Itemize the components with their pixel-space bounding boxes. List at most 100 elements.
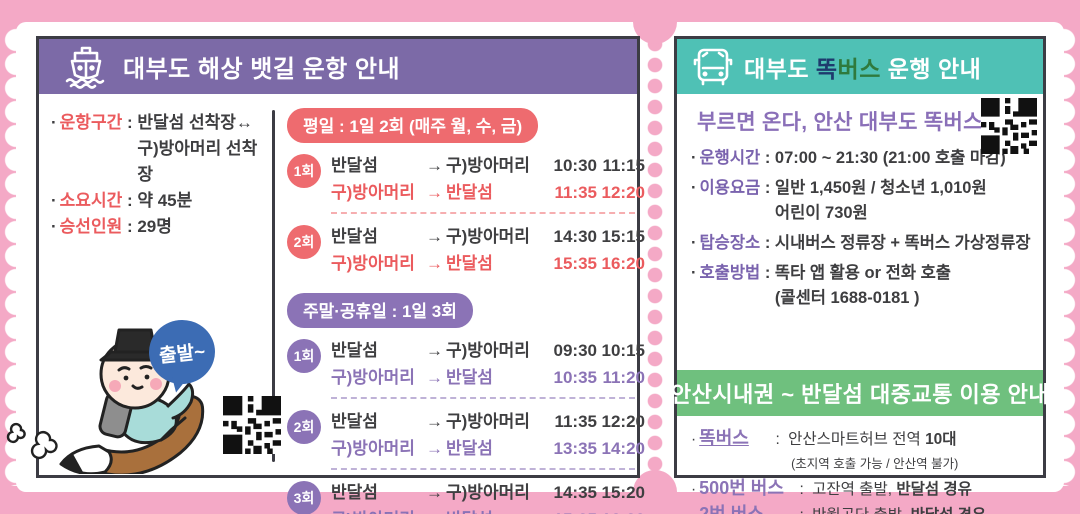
- scallop-edge-right: [1051, 28, 1077, 486]
- ferry-info-capacity: · 승선인원 : 29명: [51, 214, 266, 240]
- leg-return: 구)방아머리 → 반달섬 13:35 14:20: [331, 435, 645, 462]
- bullet: ·: [691, 149, 697, 167]
- puff-clouds-icon: [6, 422, 58, 460]
- arrow-icon: →: [426, 341, 443, 360]
- route-desc: 고잔역 출발, 반달섬 경유: [812, 478, 972, 502]
- info-label: 운행시간: [699, 149, 761, 167]
- leg-from: 구)방아머리: [331, 254, 415, 273]
- info-value-line2: (콜센터 1688-0181 ): [774, 289, 920, 307]
- route-desc: 안산스마트허브 전역 10대 (초지역 호출 가능 / 안산역 불가): [788, 428, 1035, 476]
- info-value: 시내버스 정류장 + 똑버스 가상정류장: [774, 234, 1031, 252]
- leg-return: 구)방아머리 → 반달섬 11:35 12:20: [331, 179, 645, 206]
- route-text-bold: 10대: [925, 431, 957, 448]
- leg-time1: 11:35: [554, 412, 597, 431]
- leg-to: 반달섬: [446, 439, 493, 458]
- bus-info-boarding: · 탑승장소 : 시내버스 정류장 + 똑버스 가상정류장: [691, 231, 1043, 256]
- route-colon: :: [795, 504, 808, 514]
- vertical-divider: [272, 110, 275, 462]
- arrow-icon: →: [426, 254, 443, 273]
- qr-code-bus: [981, 98, 1037, 154]
- ferry-panel-header: 대부도 해상 뱃길 운항 안내: [39, 39, 637, 94]
- info-label: 이용요금: [699, 179, 761, 197]
- qr-code-ferry: [223, 396, 281, 454]
- leg-from: 반달섬: [331, 341, 378, 360]
- info-label: 탑승장소: [699, 234, 761, 252]
- weekend-badge: 주말·공휴일 : 1일 3회: [287, 293, 473, 328]
- trip-number-badge: 3회: [287, 481, 321, 514]
- transit-route-list: · 똑버스 : 안산스마트허브 전역 10대 (초지역 호출 가능 / 안산역 불…: [691, 426, 1035, 514]
- leg-to: 반달섬: [446, 254, 493, 273]
- info-value: 29명: [137, 217, 172, 236]
- leg-time2: 16:20: [601, 254, 645, 273]
- route-item-ttokbus: · 똑버스 : 안산스마트허브 전역 10대 (초지역 호출 가능 / 안산역 불…: [691, 426, 1035, 476]
- weekend-trip-2: 2회 반달섬 → 구)방아머리 11:35 12:20 구)방아머리: [287, 408, 645, 462]
- leg-outbound: 반달섬 → 구)방아머리 10:30 11:15: [331, 152, 645, 179]
- ferry-schedule: 평일 : 1일 2회 (매주 월, 수, 금) 1회 반달섬 → 구)방아머리 …: [287, 108, 645, 514]
- route-label: 똑버스: [699, 428, 749, 448]
- info-colon: :: [122, 217, 138, 236]
- leg-to: 구)방아머리: [446, 341, 530, 360]
- trip-number-badge: 2회: [287, 225, 321, 259]
- info-label: 승선인원: [59, 217, 123, 236]
- info-colon: :: [760, 179, 775, 197]
- leg-time1: 11:35: [554, 183, 597, 202]
- ferry-info-duration: · 소요시간 : 약 45분: [51, 188, 266, 214]
- leg-to: 반달섬: [446, 506, 549, 514]
- weekend-section: 주말·공휴일 : 1일 3회 1회 반달섬 → 구)방아머리 09:30 10:…: [287, 293, 645, 514]
- ferry-panel-title: 대부도 해상 뱃길 운항 안내: [123, 56, 401, 83]
- info-value-line1: 똑타 앱 활용 or 전화 호출: [774, 264, 951, 282]
- info-colon: :: [122, 113, 138, 132]
- leg-return: 구)방아머리 → 반달섬 15:35 16:20: [331, 506, 645, 514]
- bus-icon: [693, 48, 733, 85]
- leg-time2: 15:20: [601, 483, 645, 502]
- dashed-separator: [331, 212, 635, 214]
- weekday-trip-1: 1회 반달섬 → 구)방아머리 10:30 11:15 구)방아머리: [287, 152, 645, 206]
- dashed-separator: [331, 468, 635, 470]
- arrow-icon: →: [426, 483, 443, 502]
- mascot-character: [59, 328, 205, 477]
- leg-time1: 10:30: [553, 156, 597, 175]
- leg-from: 반달섬: [331, 483, 378, 502]
- bus-info-call: · 호출방법 : 똑타 앱 활용 or 전화 호출 (콜센터 1688-0181 …: [691, 261, 1043, 311]
- route-text: 고잔역 출발,: [812, 481, 897, 498]
- leg-time1: 15:35: [549, 506, 597, 514]
- leg-time2: 12:20: [601, 183, 645, 202]
- trip-lines: 반달섬 → 구)방아머리 10:30 11:15 구)방아머리 → 반달섬 11…: [331, 152, 645, 206]
- route-desc: 반월공단 출발, 반달섬 경유: [812, 504, 986, 514]
- ferry-panel-body: · 운항구간 : 반달섬 선착장↔ 구)방아머리 선착장 · 소요시간 : 약 …: [39, 94, 645, 514]
- leg-time2: 15:15: [601, 227, 645, 246]
- scallop-edge-left: [3, 28, 29, 486]
- arrow-icon: →: [426, 227, 443, 246]
- trip-lines: 반달섬 → 구)방아머리 14:35 15:20 구)방아머리 → 반달섬 15…: [331, 479, 645, 514]
- info-value-line1: 반달섬 선착장↔: [137, 113, 253, 132]
- mascot-illustration: 출발~: [43, 316, 281, 477]
- bullet: ·: [51, 217, 57, 236]
- perforation-notch-top: [633, 0, 677, 44]
- leg-from: 반달섬: [331, 227, 378, 246]
- info-value: 똑타 앱 활용 or 전화 호출 (콜센터 1688-0181 ): [775, 261, 951, 311]
- leg-return: 구)방아머리 → 반달섬 10:35 11:20: [331, 364, 645, 391]
- route-label: 500번 버스: [699, 478, 784, 498]
- arrow-icon: →: [426, 156, 443, 175]
- transit-section-title: 안산시내권 ~ 반달섬 대중교통 이용 안내: [670, 382, 1050, 407]
- route-text: 안산스마트허브 전역: [788, 431, 926, 448]
- dashed-separator: [331, 397, 635, 399]
- leg-from: 반달섬: [331, 156, 378, 175]
- leg-time1: 14:35: [553, 483, 597, 502]
- bus-panel-header: 대부도 똑버스 운행 안내: [677, 39, 1043, 94]
- info-value: 07:00 ~ 21:30 (21:00 호출 마감): [774, 149, 1006, 167]
- route-colon: :: [795, 481, 809, 498]
- leg-outbound: 반달섬 → 구)방아머리 14:35 15:20: [331, 479, 645, 506]
- leg-time1: 14:30: [553, 227, 597, 246]
- title-part-bus: 버스: [837, 55, 881, 82]
- info-label: 호출방법: [699, 264, 761, 282]
- leg-time1: 15:35: [553, 254, 597, 273]
- trip-lines: 반달섬 → 구)방아머리 09:30 10:15 구)방아머리 → 반달섬 10…: [331, 337, 645, 391]
- leg-return: 구)방아머리 → 반달섬 15:35 16:20: [331, 250, 645, 277]
- weekend-trip-3: 3회 반달섬 → 구)방아머리 14:35 15:20 구)방아머리: [287, 479, 645, 514]
- info-value: 약 45분: [137, 191, 193, 210]
- info-value-line2: 어린이 730원: [774, 204, 868, 222]
- route-text-bold: 반달섬 경유: [896, 481, 972, 498]
- title-part: 운행 안내: [880, 55, 982, 82]
